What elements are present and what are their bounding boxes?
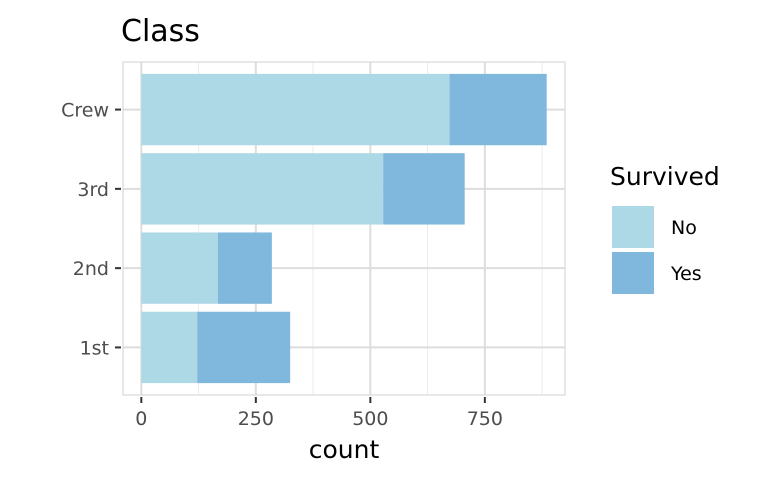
bar-no-1st (141, 311, 198, 384)
bar-yes-crew (449, 73, 547, 146)
x-tick-label: 250 (238, 408, 274, 430)
legend-key-yes (612, 252, 654, 294)
y-tick-label: 2nd (73, 258, 109, 280)
legend-title: Survived (610, 162, 720, 191)
x-tick-label: 500 (352, 408, 388, 430)
bar-no-2nd (141, 232, 218, 304)
legend-label-no: No (671, 217, 697, 239)
bar-yes-2nd (217, 232, 272, 304)
panel-border (122, 61, 566, 396)
bar-no-3rd (141, 153, 384, 225)
chart-title: Class (121, 14, 200, 49)
axis-layer: 1st 2nd 3rd Crew 0 250 500 750 (61, 100, 503, 430)
legend: Survived No Yes (610, 162, 720, 294)
x-tick-label: 0 (135, 408, 147, 430)
x-tick-label: 750 (467, 408, 503, 430)
bar-yes-1st (197, 311, 291, 384)
legend-label-yes: Yes (670, 263, 702, 285)
y-tick-label: Crew (61, 100, 109, 122)
x-axis-label: count (309, 435, 380, 464)
bars-layer (141, 73, 547, 384)
legend-key-no (612, 206, 654, 248)
y-tick-label: 3rd (77, 179, 109, 201)
y-tick-label: 1st (80, 337, 109, 359)
legend-entries: No Yes (612, 206, 702, 294)
bar-no-crew (141, 73, 450, 146)
bar-yes-3rd (383, 153, 465, 225)
